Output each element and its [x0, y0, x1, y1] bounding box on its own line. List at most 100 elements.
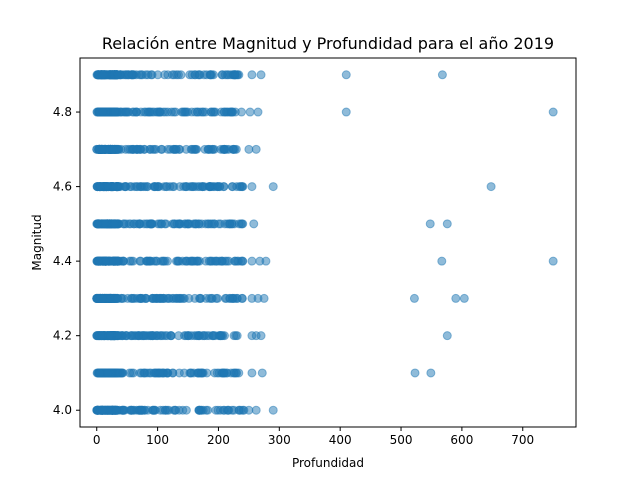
data-point	[169, 70, 179, 80]
data-point	[230, 144, 240, 154]
data-point	[548, 107, 558, 117]
data-point	[268, 182, 278, 192]
data-point	[162, 182, 172, 192]
data-point	[185, 182, 195, 192]
data-point	[341, 107, 351, 117]
y-tick-label: 4.6	[53, 180, 72, 194]
data-points	[92, 70, 558, 415]
data-point	[227, 182, 237, 192]
data-point	[149, 107, 159, 117]
data-point	[257, 368, 267, 378]
data-point	[160, 256, 170, 266]
x-tick-label: 300	[268, 433, 291, 447]
data-point	[93, 219, 103, 229]
data-point	[158, 405, 168, 415]
y-axis: 4.0 4.2 4.4 4.6 4.8	[53, 105, 80, 417]
data-point	[95, 368, 105, 378]
data-point	[178, 293, 188, 303]
data-point	[437, 256, 447, 266]
data-point	[259, 293, 269, 303]
data-point	[103, 368, 113, 378]
data-point	[147, 331, 157, 341]
data-point	[134, 331, 144, 341]
data-point	[98, 107, 108, 117]
data-point	[98, 405, 108, 415]
data-point	[102, 182, 112, 192]
data-point	[410, 368, 420, 378]
data-point	[210, 107, 220, 117]
data-point	[426, 368, 436, 378]
data-point	[238, 219, 248, 229]
data-point	[247, 182, 257, 192]
data-point	[548, 256, 558, 266]
data-point	[442, 331, 452, 341]
x-tick-label: 100	[146, 433, 169, 447]
data-point	[442, 219, 452, 229]
data-point	[168, 368, 178, 378]
data-point	[121, 107, 131, 117]
data-point	[224, 405, 234, 415]
data-point	[249, 219, 259, 229]
data-point	[181, 107, 191, 117]
data-point	[140, 182, 150, 192]
data-point	[194, 405, 204, 415]
data-point	[200, 144, 210, 154]
data-point	[171, 144, 181, 154]
data-point	[139, 144, 149, 154]
data-point	[190, 107, 200, 117]
data-point	[193, 368, 203, 378]
x-tick-label: 400	[329, 433, 352, 447]
data-point	[146, 256, 156, 266]
x-tick-label: 600	[450, 433, 473, 447]
data-point	[205, 182, 215, 192]
data-point	[140, 405, 150, 415]
data-point	[251, 144, 261, 154]
data-point	[253, 107, 263, 117]
data-point	[247, 256, 257, 266]
data-point	[247, 368, 257, 378]
data-point	[198, 107, 208, 117]
data-point	[113, 293, 123, 303]
data-point	[208, 256, 218, 266]
data-point	[409, 293, 419, 303]
data-point	[162, 331, 172, 341]
data-point	[111, 405, 121, 415]
data-point	[205, 70, 215, 80]
data-point	[224, 219, 234, 229]
data-point	[129, 219, 139, 229]
data-point	[173, 256, 183, 266]
x-axis: 0 100 200 300 400 500 600 700	[93, 427, 534, 447]
data-point	[220, 144, 230, 154]
x-tick-label: 0	[93, 433, 101, 447]
data-point	[451, 293, 461, 303]
data-point	[256, 70, 266, 80]
data-point	[213, 293, 223, 303]
data-point	[118, 368, 128, 378]
data-point	[187, 256, 197, 266]
data-point	[148, 293, 158, 303]
data-point	[110, 107, 120, 117]
data-point	[232, 70, 242, 80]
data-point	[219, 107, 229, 117]
data-point	[97, 144, 107, 154]
y-tick-label: 4.8	[53, 105, 72, 119]
x-axis-label: Profundidad	[292, 456, 364, 470]
data-point	[238, 256, 248, 266]
data-point	[247, 70, 257, 80]
data-point	[341, 70, 351, 80]
data-point	[203, 219, 213, 229]
plot-area-frame	[79, 57, 577, 428]
data-point	[105, 331, 115, 341]
data-point	[261, 256, 271, 266]
data-point	[101, 256, 111, 266]
data-point	[160, 219, 170, 229]
data-point	[132, 293, 142, 303]
data-point	[244, 144, 254, 154]
data-point	[245, 107, 255, 117]
data-point	[131, 144, 141, 154]
y-tick-label: 4.0	[53, 403, 72, 417]
data-point	[126, 405, 136, 415]
data-point	[128, 256, 138, 266]
data-point	[195, 70, 205, 80]
